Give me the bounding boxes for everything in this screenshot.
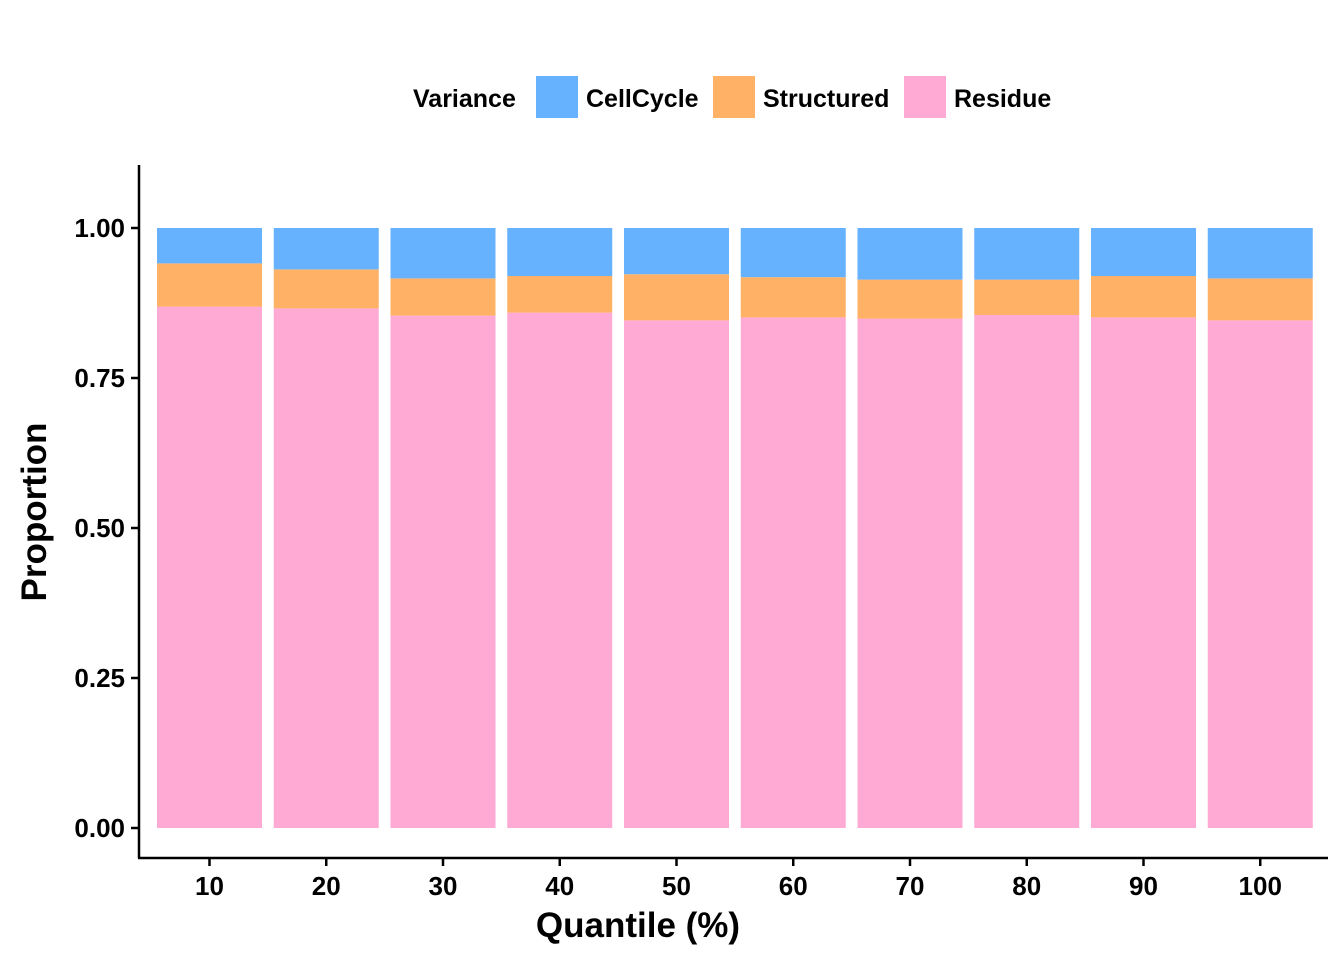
bar-cellcycle-70 <box>857 228 963 280</box>
bar-residue-100 <box>1207 320 1313 828</box>
x-tick-label-40: 40 <box>545 871 574 901</box>
bar-cellcycle-60 <box>740 228 846 278</box>
legend: Variance CellCycle Structured Residue <box>413 76 1051 118</box>
legend-title: Variance <box>413 85 516 113</box>
bar-cellcycle-100 <box>1207 228 1313 279</box>
x-tick-label-90: 90 <box>1129 871 1158 901</box>
x-ticks-group: 10 20 30 40 50 60 70 80 90 100 <box>195 858 1282 901</box>
x-tick-label-50: 50 <box>662 871 691 901</box>
legend-item-cellcycle: CellCycle <box>536 76 699 118</box>
legend-swatch-cellcycle <box>536 76 578 118</box>
legend-swatch-residue <box>904 76 946 118</box>
bar-structured-70 <box>857 279 963 319</box>
bar-cellcycle-40 <box>507 228 613 276</box>
bar-residue-70 <box>857 318 963 828</box>
x-axis-title: Quantile (%) <box>536 906 740 945</box>
bar-cellcycle-80 <box>974 228 1080 280</box>
y-tick-label-0.25: 0.25 <box>74 663 125 693</box>
x-tick-label-100: 100 <box>1239 871 1282 901</box>
x-tick-label-20: 20 <box>312 871 341 901</box>
legend-swatch-structured <box>713 76 755 118</box>
y-tick-label-0.50: 0.50 <box>74 513 125 543</box>
legend-label-structured: Structured <box>763 85 889 113</box>
bar-residue-10 <box>157 306 262 829</box>
bar-cellcycle-10 <box>157 228 262 264</box>
bar-cellcycle-30 <box>390 228 496 279</box>
x-tick-label-70: 70 <box>896 871 925 901</box>
bar-residue-30 <box>390 315 496 829</box>
legend-item-structured: Structured <box>713 76 889 118</box>
legend-label-cellcycle: CellCycle <box>586 85 699 113</box>
legend-item-residue: Residue <box>904 76 1051 118</box>
bar-structured-50 <box>624 274 729 321</box>
bar-residue-50 <box>624 320 729 828</box>
bar-cellcycle-20 <box>273 228 379 270</box>
bar-structured-10 <box>157 263 262 307</box>
y-ticks-group: 0.00 0.25 0.50 0.75 1.00 <box>74 213 139 843</box>
bar-residue-60 <box>740 317 846 828</box>
bar-residue-90 <box>1091 317 1196 828</box>
bar-residue-20 <box>273 308 379 828</box>
y-axis-title: Proportion <box>15 423 54 602</box>
bar-structured-100 <box>1207 278 1313 321</box>
x-tick-label-30: 30 <box>429 871 458 901</box>
x-tick-label-60: 60 <box>779 871 808 901</box>
y-tick-label-0.75: 0.75 <box>74 363 125 393</box>
bar-structured-60 <box>740 277 846 318</box>
bar-structured-20 <box>273 269 379 309</box>
y-tick-label-1.00: 1.00 <box>74 213 125 243</box>
x-tick-label-10: 10 <box>195 871 224 901</box>
legend-label-residue: Residue <box>954 85 1051 113</box>
bar-residue-40 <box>507 312 613 829</box>
x-tick-label-80: 80 <box>1012 871 1041 901</box>
bars-group <box>157 228 1313 829</box>
bar-structured-40 <box>507 276 613 313</box>
bar-structured-30 <box>390 278 496 316</box>
bar-structured-80 <box>974 279 1080 315</box>
bar-structured-90 <box>1091 276 1196 318</box>
bar-residue-80 <box>974 315 1080 828</box>
y-tick-label-0.00: 0.00 <box>74 813 125 843</box>
bar-cellcycle-50 <box>624 228 729 275</box>
bar-cellcycle-90 <box>1091 228 1196 276</box>
